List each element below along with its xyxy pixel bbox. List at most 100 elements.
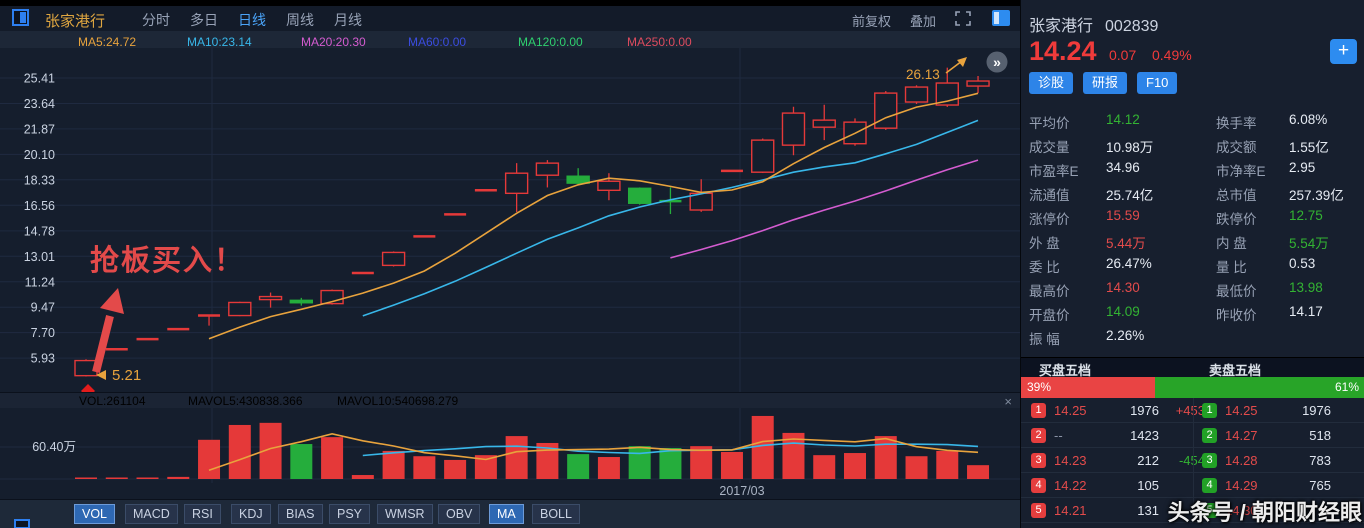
volume-bar [536, 442, 559, 479]
sell-level-badge: 1 [1202, 403, 1217, 418]
close-indicator-icon[interactable]: × [1004, 394, 1012, 409]
more-button-bg[interactable] [986, 51, 1008, 73]
volume-bar [967, 465, 990, 479]
mavol5-line [208, 432, 979, 471]
y-axis-label: 14.78 [24, 224, 55, 238]
buy-price[interactable]: 14.22 [1054, 478, 1087, 493]
indicator-tab-OBV[interactable]: OBV [438, 504, 481, 524]
sell-price[interactable]: 14.29 [1225, 478, 1258, 493]
stat-label: 换手率 [1216, 116, 1257, 131]
ma-value-label: MA10:23.14 [187, 35, 252, 49]
sell-ratio-segment: 61% [1155, 377, 1364, 398]
indicator-tab-VOL[interactable]: VOL [74, 504, 116, 524]
volume-bar [782, 432, 805, 479]
stat-label: 流通值 [1029, 188, 1070, 203]
candle [504, 172, 529, 195]
indicator-tab-BOLL[interactable]: BOLL [532, 504, 580, 524]
stat-label: 委 比 [1029, 260, 1060, 275]
overlay-button[interactable]: 叠加 [910, 14, 937, 29]
stat-row: 开盘价 14.09 昨收价 14.17 [1021, 304, 1364, 328]
indicator-tab-PSY[interactable]: PSY [329, 504, 371, 524]
buy-level-badge: 4 [1031, 478, 1046, 493]
indicator-tab-WMSR[interactable]: WMSR [377, 504, 433, 524]
add-to-watchlist-button[interactable]: + [1330, 39, 1357, 64]
quote-stock-code: 002839 [1105, 18, 1159, 35]
mavol10-line [362, 442, 979, 457]
candle [904, 86, 929, 103]
candle [781, 112, 806, 146]
volume-bar [659, 448, 682, 479]
sell-level-badge: 2 [1202, 428, 1217, 443]
ma-value-label: MA5:24.72 [78, 35, 137, 49]
stat-value: 14.12 [1106, 112, 1140, 127]
buy-price[interactable]: 14.25 [1054, 403, 1087, 418]
stat-row: 平均价 14.12 换手率 6.08% [1021, 112, 1364, 136]
f10-button[interactable]: F10 [1137, 72, 1178, 94]
volume-bar [567, 454, 590, 479]
period-tab-多日[interactable]: 多日 [190, 12, 218, 28]
volume-bar [382, 450, 405, 479]
price-chart-canvas[interactable]: 25.41 23.64 21.87 20.10 18.33 16.56 14.78 13.01… [0, 48, 1020, 392]
stat-value: 14.17 [1289, 304, 1323, 319]
stat-label: 总市值 [1216, 188, 1257, 203]
candle [566, 175, 590, 184]
mavol5-value: MAVOL5:430838.366 [188, 394, 303, 408]
indicator-tab-RSI[interactable]: RSI [184, 504, 221, 524]
stat-label: 市净率E [1216, 164, 1266, 179]
stat-value: 5.54万 [1289, 236, 1329, 251]
stat-value: 14.30 [1106, 280, 1140, 295]
order-book-row-3[interactable]: 3 14.23 212 -454 3 14.28 783 [1021, 448, 1364, 473]
side-panel-toggle-icon[interactable] [992, 10, 1010, 26]
last-price: 14.24 [1029, 36, 1097, 66]
stat-value: 13.98 [1289, 280, 1323, 295]
high-arrow-line [945, 60, 963, 74]
stat-value: 0.53 [1289, 256, 1316, 271]
stat-row: 市盈率E 34.96 市净率E 2.95 [1021, 160, 1364, 184]
ma20-line [670, 159, 979, 259]
volume-bar [874, 436, 897, 479]
stat-label: 成交额 [1216, 140, 1257, 155]
sell-price[interactable]: 14.28 [1225, 453, 1258, 468]
sell-price[interactable]: 14.27 [1225, 428, 1258, 443]
stat-row: 委 比 26.47% 量 比 0.53 [1021, 256, 1364, 280]
order-book-row-4[interactable]: 4 14.22 105 4 14.29 765 [1021, 473, 1364, 498]
indicator-tab-MA[interactable]: MA [489, 504, 524, 524]
research-button[interactable]: 研报 [1083, 72, 1128, 94]
buy-volume-change: -454 [1178, 453, 1205, 468]
ma-value-label: MA60:0.00 [408, 35, 467, 49]
y-axis-label: 16.56 [24, 199, 55, 213]
order-book-row-1[interactable]: 1 14.25 1976 +453 1 14.25 1976 [1021, 398, 1364, 423]
layout-icon[interactable] [12, 9, 29, 26]
indicator-tab-BIAS[interactable]: BIAS [278, 504, 323, 524]
volume-bar [351, 475, 374, 479]
adjust-mode-button[interactable]: 前复权 [852, 14, 892, 29]
y-axis-label: 25.41 [24, 72, 55, 86]
more-button[interactable]: » [993, 54, 1001, 70]
period-tab-分时[interactable]: 分时 [142, 12, 170, 28]
mini-layout-icon[interactable] [14, 519, 30, 528]
indicator-tab-MACD[interactable]: MACD [125, 504, 178, 524]
buy-price[interactable]: -- [1054, 428, 1063, 443]
candle [812, 119, 836, 128]
period-tab-月线[interactable]: 月线 [334, 12, 362, 28]
period-tab-周线[interactable]: 周线 [286, 12, 314, 28]
low-price-label: 5.21 [112, 367, 141, 384]
diamond-marker-icon [81, 384, 95, 392]
order-book-row-2[interactable]: 2 -- 1423 2 14.27 518 [1021, 423, 1364, 448]
diagnose-button[interactable]: 诊股 [1029, 72, 1074, 94]
sell-price[interactable]: 14.25 [1225, 403, 1258, 418]
buy-level-badge: 1 [1031, 403, 1046, 418]
indicator-tab-KDJ[interactable]: KDJ [231, 504, 271, 524]
order-book-row-5[interactable]: 5 14.21 131 5 14.30 [1021, 498, 1364, 523]
stat-row: 涨停价 15.59 跌停价 12.75 [1021, 208, 1364, 232]
stat-value: 2.95 [1289, 160, 1316, 175]
buy-price[interactable]: 14.23 [1054, 453, 1087, 468]
volume-chart-canvas[interactable]: 60.40万 2017/03 [0, 408, 1020, 499]
buy-level-badge: 3 [1031, 453, 1046, 468]
buy-price[interactable]: 14.21 [1054, 503, 1087, 518]
sell-price[interactable]: 14.30 [1225, 503, 1258, 518]
fullscreen-icon[interactable] [955, 11, 971, 26]
volume-bar [228, 424, 251, 479]
candle [535, 162, 560, 176]
candle [289, 299, 314, 304]
